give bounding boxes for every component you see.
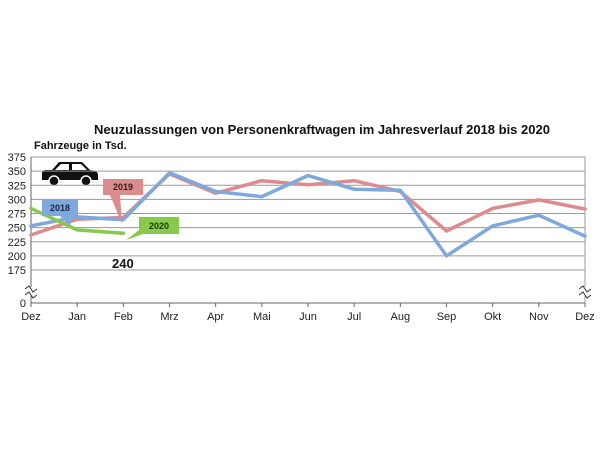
car-icon [42,162,98,187]
x-tick-label: Jun [299,311,317,323]
y-axis-label: Fahrzeuge in Tsd. [34,140,127,152]
legend-label-2019-box [103,179,143,195]
y-tick-label: 175 [8,265,26,277]
axis-break-zigzag [578,285,592,293]
annotation-240: 240 [112,256,134,271]
legend-text-2018: 2018 [50,203,70,213]
legend-text-2019: 2019 [113,182,133,192]
axis-break [24,285,592,299]
x-tick-label: Nov [529,311,549,323]
y-tick-label: 300 [8,194,26,206]
x-tick-label: Okt [484,311,501,323]
legend-label-2018: 2018 [42,200,78,226]
x-tick-label: Jan [68,311,86,323]
x-tick-label: Aug [391,311,411,323]
x-tick-label: Sep [437,311,457,323]
axis-break-gap [579,287,591,296]
series-line-2018 [29,171,587,258]
y-tick-label: 0 [20,298,26,310]
axis-break-zigzag [578,291,592,299]
y-tick-label: 225 [8,237,26,249]
x-axis-ticks: Dez Jan Feb Mrz Apr Mai Jun Jul Aug Sep Okt Nov Dez [21,303,595,323]
legend-label-2020: 2020 [126,217,179,240]
y-tick-label: 250 [8,223,26,235]
legend-text-2020: 2020 [149,221,169,231]
y-axis-ticks: 0 175 200 225 250 275 300 325 350 375 [8,152,26,310]
x-tick-label: Apr [207,311,224,323]
x-tick-label: Dez [575,311,595,323]
chart-title: Neuzulassungen von Personenkraftwagen im… [94,122,550,137]
axis-break-zigzag [24,285,38,293]
x-tick-label: Mrz [160,311,178,323]
x-tick-label: Jul [347,311,361,323]
legend-label-2019: 2019 [103,179,143,224]
axis-break-gap [25,287,37,296]
axis-break-zigzag [24,291,38,299]
gridlines [30,156,586,304]
legend-label-2020-box [139,217,179,234]
x-tick-label: Mai [253,311,271,323]
y-tick-label: 275 [8,209,26,221]
legend-label-2018-box [42,200,78,216]
y-tick-label: 350 [8,166,26,178]
x-tick-label: Dez [21,311,41,323]
y-tick-label: 200 [8,251,26,263]
y-tick-label: 325 [8,180,26,192]
x-tick-label: Feb [114,311,133,323]
y-tick-label: 375 [8,152,26,164]
